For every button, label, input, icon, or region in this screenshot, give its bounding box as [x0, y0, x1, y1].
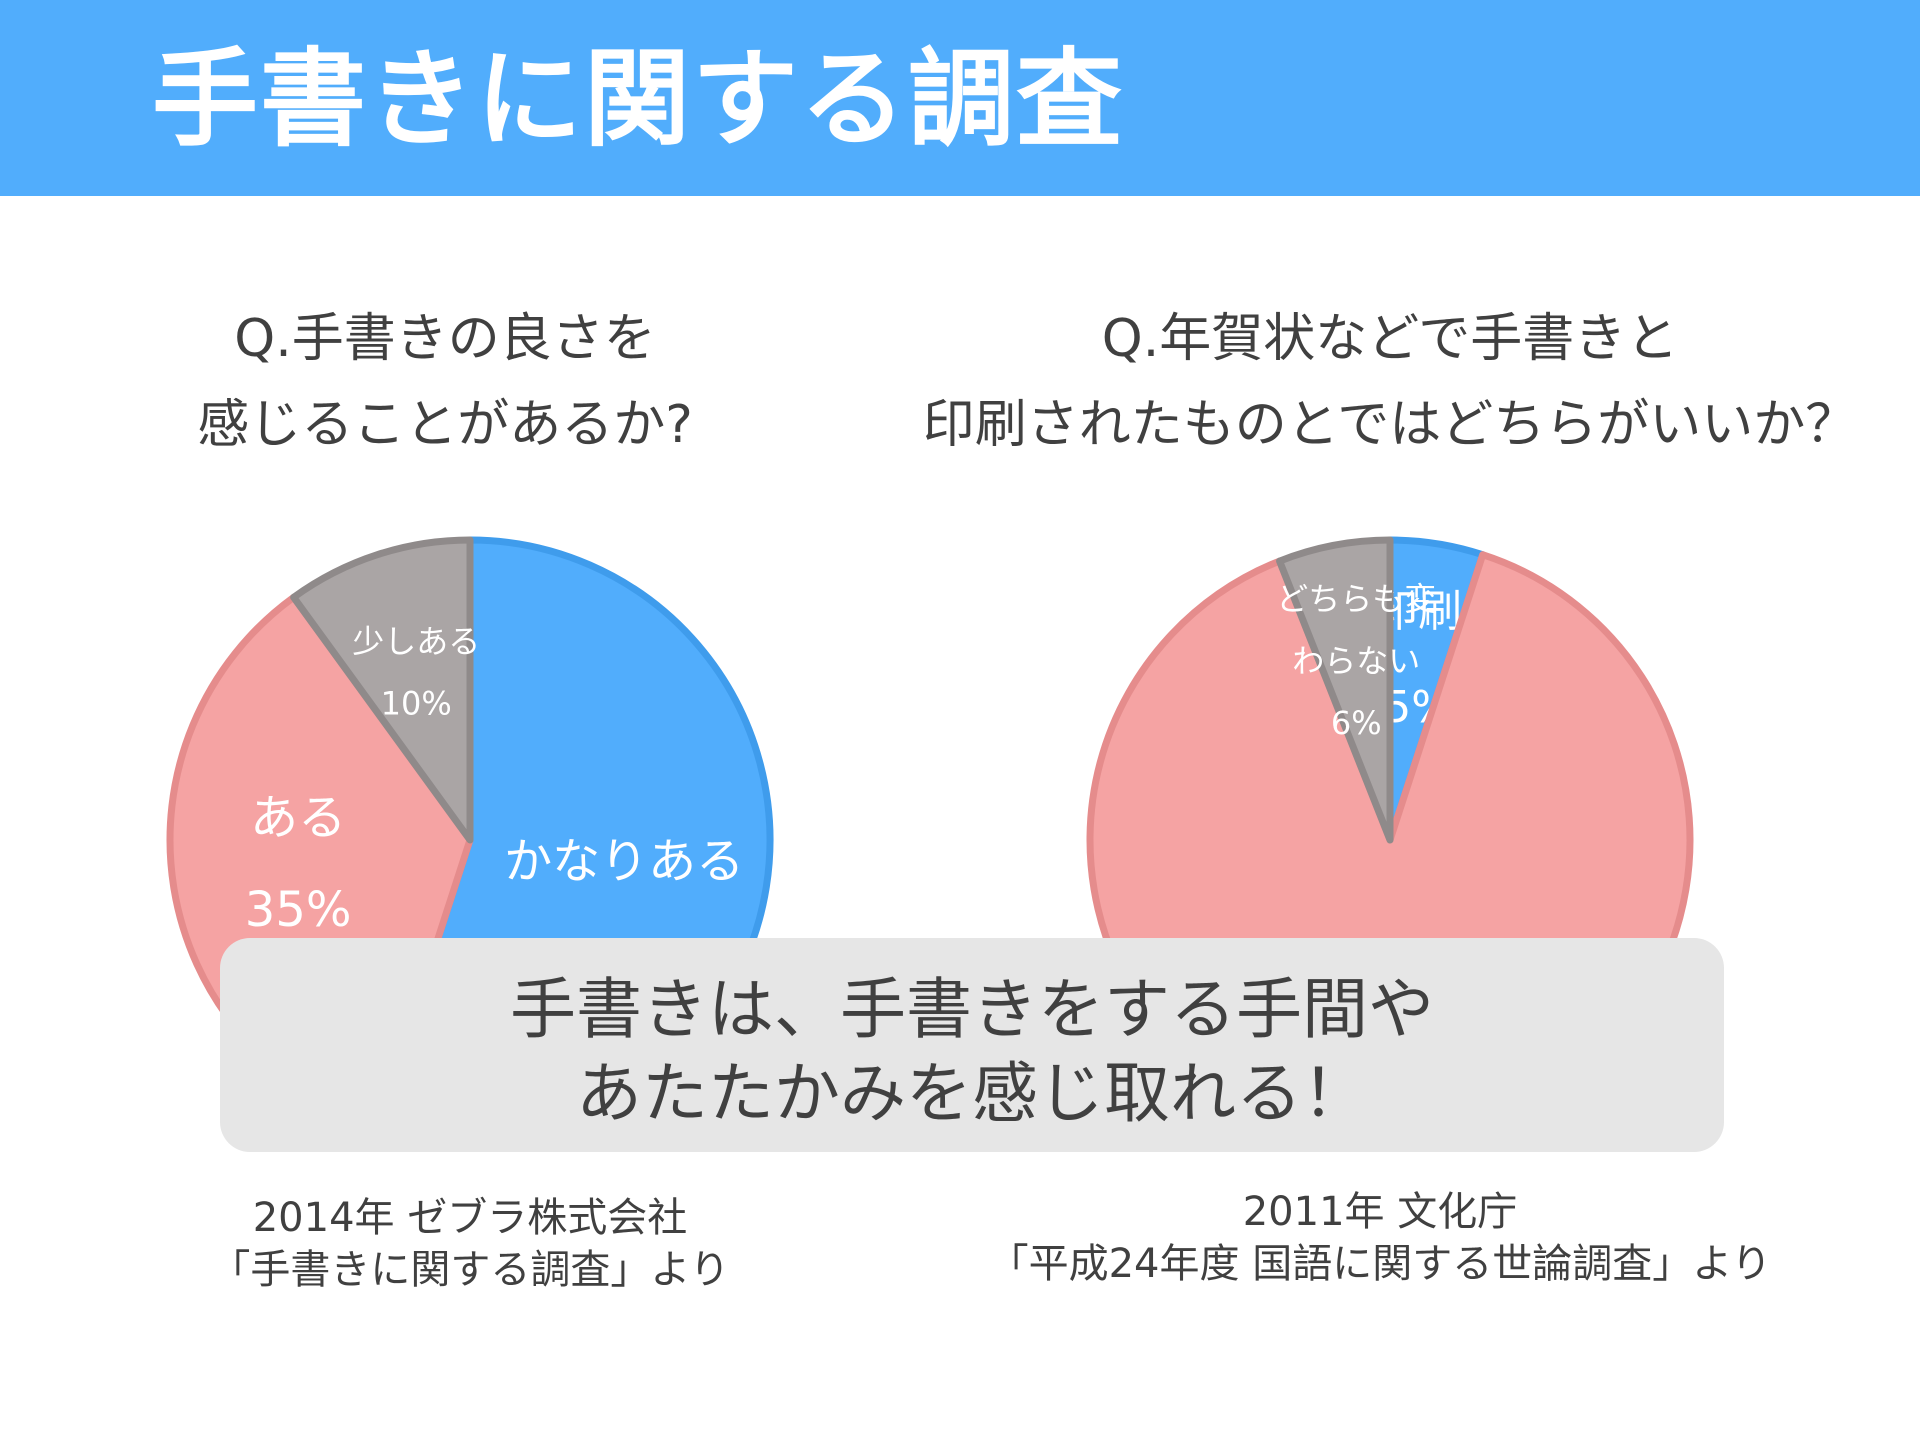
- callout-text: 手書きは、手書きをする手間や あたたかみを感じ取れる！: [220, 968, 1724, 1136]
- pie-data-label: わらない: [1292, 642, 1420, 680]
- question-2-line-1: Q.年賀状などで手書きと: [1101, 309, 1679, 369]
- source-1-line-2: 「手書きに関する調査」より: [210, 1247, 730, 1293]
- pie-data-label: 少しある: [352, 623, 480, 661]
- source-2-line-2: 「平成24年度 国語に関する世論調査」より: [988, 1241, 1772, 1287]
- question-2: Q.年賀状などで手書きと 印刷されたものとではどちらがいいか？: [890, 296, 1890, 468]
- callout-box: 手書きは、手書きをする手間や あたたかみを感じ取れる！: [220, 938, 1724, 1152]
- pie-data-label: 10%: [381, 685, 452, 723]
- question-1-line-1: Q.手書きの良さを: [234, 309, 656, 369]
- source-1-line-1: 2014年 ゼブラ株式会社: [252, 1195, 688, 1241]
- source-2-line-1: 2011年 文化庁: [1242, 1189, 1518, 1235]
- source-1: 2014年 ゼブラ株式会社 「手書きに関する調査」より: [160, 1192, 780, 1296]
- pie-data-label: かなりある: [504, 833, 744, 889]
- question-2-line-2: 印刷されたものとではどちらがいいか？: [922, 395, 1858, 455]
- pie-data-label: どちらも変: [1276, 580, 1436, 618]
- pie-data-label: 6%: [1331, 704, 1382, 742]
- pie-data-label: ある: [250, 790, 346, 846]
- pie-slice: [1276, 536, 1394, 844]
- source-2: 2011年 文化庁 「平成24年度 国語に関する世論調査」より: [940, 1186, 1820, 1290]
- pie-data-label: 35%: [245, 882, 352, 938]
- pie-slice: [290, 536, 474, 844]
- page-title: 手書きに関する調査: [152, 38, 1124, 161]
- question-1-line-2: 感じることがあるか?: [197, 395, 693, 455]
- callout-line-2: あたたかみを感じ取れる！: [576, 1055, 1368, 1132]
- callout-line-1: 手書きは、手書きをする手間や: [510, 971, 1434, 1048]
- header-bar: 手書きに関する調査: [0, 0, 1920, 196]
- question-1: Q.手書きの良さを 感じることがあるか?: [120, 296, 770, 468]
